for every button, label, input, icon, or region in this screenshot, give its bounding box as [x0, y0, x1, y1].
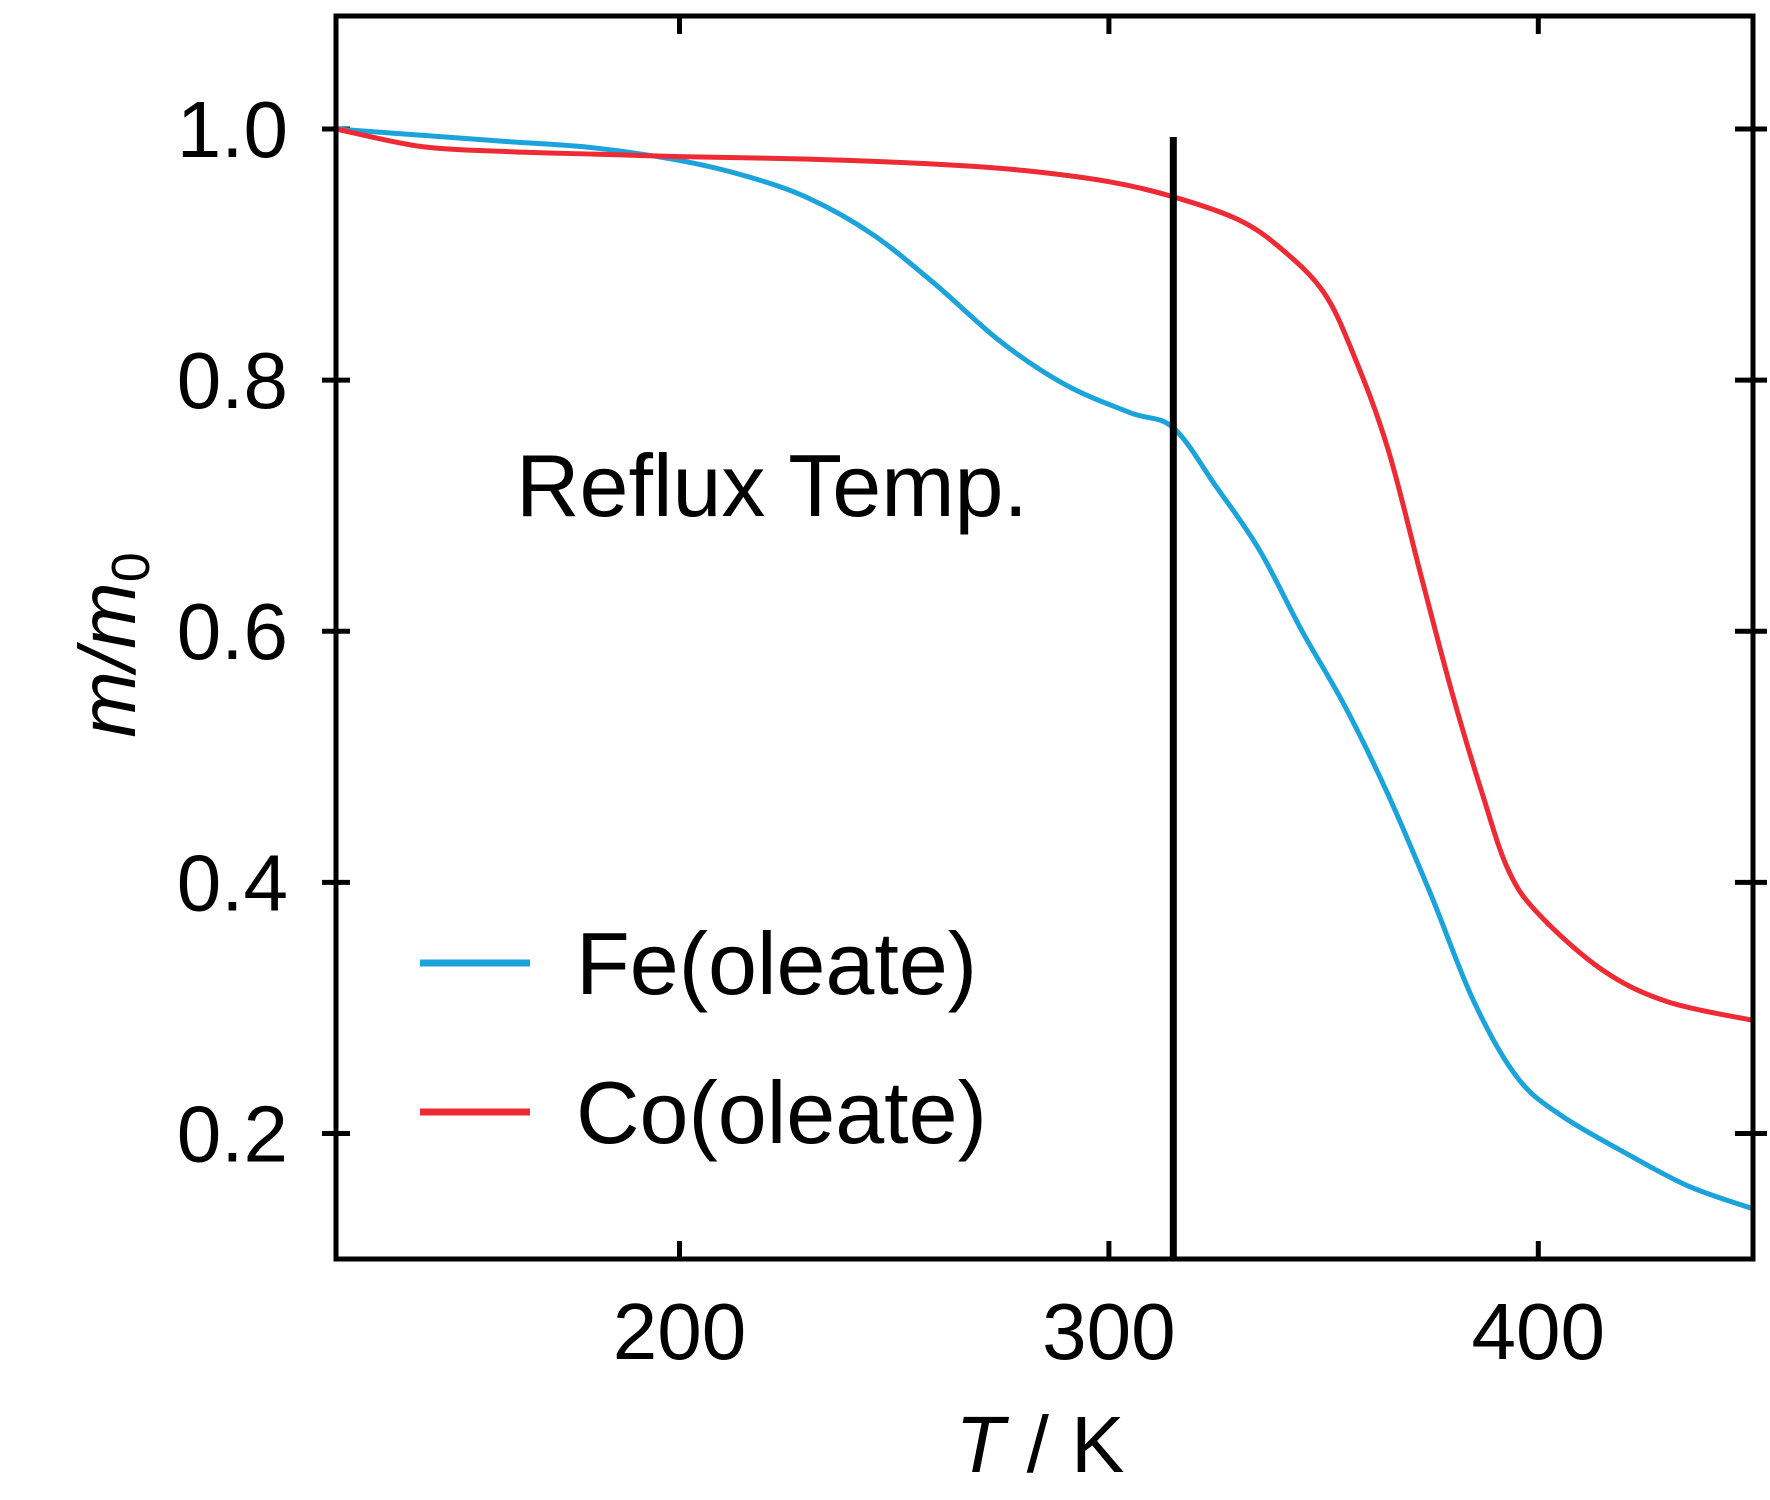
legend: Fe(oleate) Co(oleate): [420, 914, 987, 1162]
legend-label-co-oleate: Co(oleate): [576, 1063, 987, 1162]
x-tick-label: 400: [1472, 1287, 1605, 1376]
y-tick-label: 0.2: [177, 1089, 288, 1178]
x-axis-separator: /: [1004, 1400, 1071, 1489]
reflux-temp-annotation: Reflux Temp.: [516, 436, 1028, 535]
y-axis-subscript: 0: [101, 552, 161, 582]
legend-label-fe-oleate: Fe(oleate): [576, 914, 977, 1013]
axis-ticks: [322, 16, 1767, 1259]
y-tick-label: 0.6: [177, 587, 288, 676]
series-line-fe-oleate: [333, 126, 1756, 1212]
x-axis-unit: K: [1071, 1400, 1124, 1489]
series-layer: [333, 126, 1756, 1212]
y-tick-label: 0.8: [177, 336, 288, 425]
series-line-co-oleate: [333, 126, 1756, 1023]
y-tick-label: 0.4: [177, 838, 288, 927]
y-tick-label: 1.0: [177, 85, 288, 174]
x-axis-title: T / K: [956, 1400, 1125, 1489]
x-tick-label: 200: [613, 1287, 746, 1376]
x-tick-label: 300: [1042, 1287, 1175, 1376]
plot-frame: [333, 13, 1756, 1262]
x-axis-variable: T: [956, 1400, 1010, 1489]
y-axis-variable: m/m: [63, 582, 152, 738]
tick-labels: 200 300 400 0.2 0.4 0.6 0.8 1.0: [177, 85, 1605, 1376]
y-axis-title: m/m0: [63, 552, 161, 738]
